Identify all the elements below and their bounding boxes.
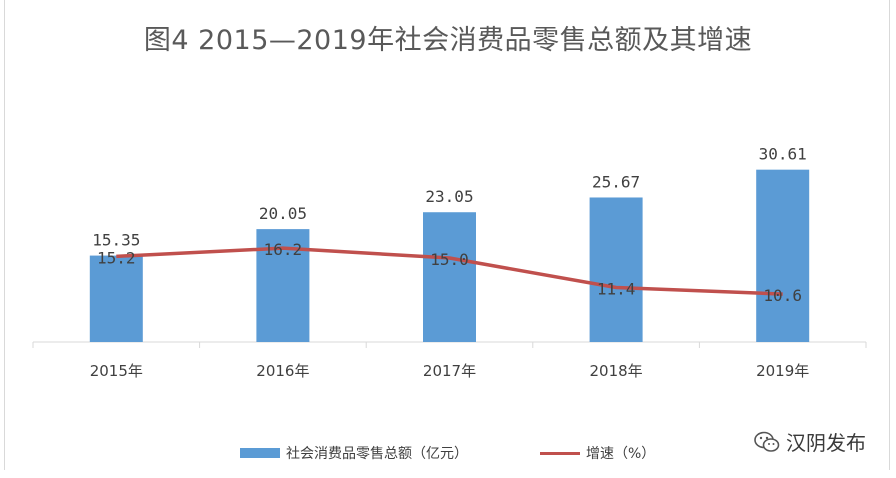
line-value-label: 15.2 — [97, 248, 136, 267]
bar-2019年 — [756, 169, 810, 342]
chart-title: 图4 2015—2019年社会消费品零售总额及其增速 — [143, 25, 753, 56]
bar-2018年 — [589, 197, 643, 342]
watermark-text: 汉阴发布 — [786, 431, 866, 455]
line-value-label: 15.0 — [430, 250, 469, 269]
bar-value-label: 30.61 — [759, 145, 807, 164]
x-tick-label: 2018年 — [590, 362, 643, 380]
bar-value-label: 23.05 — [425, 187, 473, 206]
x-tick-label: 2019年 — [756, 362, 809, 380]
legend-line-label: 增速（%） — [586, 446, 656, 462]
x-tick-label: 2016年 — [256, 362, 309, 380]
bar-value-label: 15.35 — [92, 231, 140, 250]
legend-line-swatch — [540, 451, 580, 455]
legend-item-line: 增速（%） — [540, 443, 655, 463]
line-value-label: 11.4 — [597, 280, 636, 299]
bar-value-label: 25.67 — [592, 172, 640, 191]
legend-item-bar: 社会消费品零售总额（亿元） — [240, 443, 468, 463]
bar-2017年 — [423, 212, 476, 342]
watermark: 汉阴发布 — [754, 427, 866, 456]
growth-rate-line — [116, 246, 783, 296]
x-tick-label: 2017年 — [423, 362, 476, 380]
chart-frame — [4, 0, 890, 470]
bar-value-label: 20.05 — [259, 204, 307, 223]
bar-2015年 — [89, 255, 143, 342]
wechat-icon — [754, 431, 780, 452]
x-tick-label: 2015年 — [90, 362, 143, 380]
chart-legend: 社会消费品零售总额（亿元） 增速（%） — [0, 440, 896, 466]
legend-bar-swatch — [240, 448, 280, 458]
line-value-label: 16.2 — [264, 240, 303, 259]
legend-bar-label: 社会消费品零售总额（亿元） — [286, 446, 468, 462]
line-value-label: 10.6 — [763, 286, 802, 305]
